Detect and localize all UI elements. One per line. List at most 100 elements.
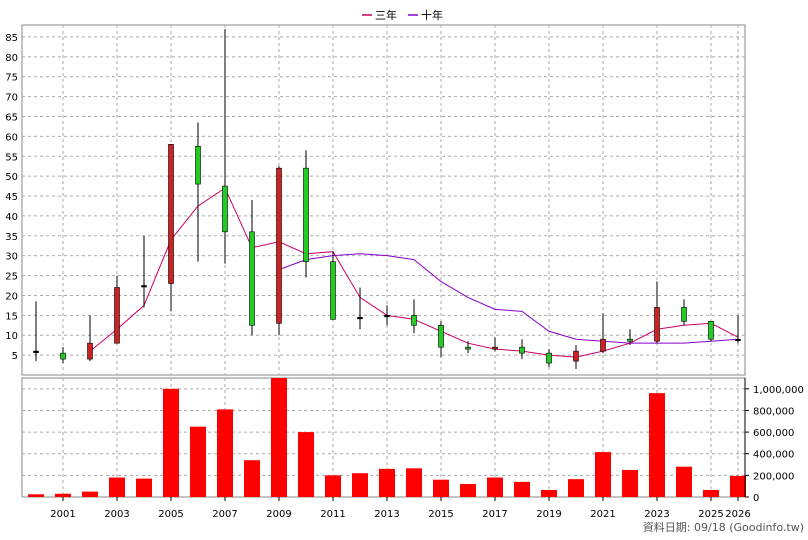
price-y-tick-label: 40	[5, 212, 18, 223]
price-y-tick-label: 85	[5, 33, 18, 44]
volume-bar-2023	[649, 393, 665, 497]
x-tick-label: 2007	[212, 509, 237, 520]
volume-bar-2008	[244, 460, 260, 497]
price-y-tick-label: 15	[5, 311, 18, 322]
candle-2002	[87, 315, 93, 362]
ten-year-line	[278, 253, 739, 344]
candle-2008	[249, 200, 255, 336]
candle-body	[303, 167, 309, 262]
x-tick-label: 2023	[644, 509, 669, 520]
candle-body	[60, 352, 66, 360]
candle-body	[681, 307, 687, 322]
candle-2010	[303, 150, 309, 278]
price-y-tick-label: 70	[5, 93, 18, 104]
price-y-tick-label: 5	[12, 351, 18, 362]
price-y-tick-label: 75	[5, 73, 18, 84]
price-plot-area	[21, 24, 746, 376]
x-tick-label: 2015	[428, 509, 453, 520]
x-tick-label: 2013	[374, 509, 399, 520]
legend-label-ten-year: 十年	[421, 8, 443, 22]
volume-bar-2004	[136, 478, 152, 497]
volume-bar-2003	[109, 477, 125, 497]
volume-bar-2020	[568, 479, 584, 497]
legend-label-three-year: 三年	[375, 8, 397, 22]
candle-2015	[438, 321, 444, 358]
x-tick-label: 2021	[590, 509, 615, 520]
candle-body	[330, 261, 336, 320]
volume-y-tick-label: 200,000	[753, 471, 794, 482]
candle-2000	[33, 301, 39, 362]
x-tick-label: 2025	[698, 509, 723, 520]
volume-bar-2025	[703, 489, 719, 497]
candle-body	[735, 338, 741, 342]
candle-2025	[708, 321, 714, 342]
volume-panel: 0 200,000 400,000 600,000 800,000 1,000,000	[21, 377, 804, 504]
candle-2022	[627, 329, 633, 346]
candle-body	[249, 231, 255, 326]
candle-body	[87, 342, 93, 360]
candle-body	[141, 285, 147, 288]
price-y-tick-label: 45	[5, 192, 18, 203]
candle-2014	[411, 299, 417, 334]
volume-y-tick-label: 600,000	[753, 428, 794, 439]
candle-2009	[276, 166, 282, 336]
price-y-tick-label: 80	[5, 53, 18, 64]
candle-body	[168, 144, 174, 284]
price-y-tick-label: 20	[5, 291, 18, 302]
candle-2016	[465, 341, 471, 354]
volume-bar-2014	[406, 468, 422, 497]
candle-body	[519, 346, 525, 354]
candle-body	[195, 146, 201, 185]
volume-bar-2026	[730, 475, 746, 497]
volume-bar-2012	[352, 473, 368, 497]
candle-2001	[60, 347, 66, 364]
candle-2007	[222, 28, 228, 264]
candle-2003	[114, 275, 120, 344]
price-y-tick-label: 30	[5, 252, 18, 263]
candle-body	[465, 346, 471, 350]
price-y-tick-label: 55	[5, 152, 18, 163]
price-y-tick-label: 50	[5, 172, 18, 183]
candle-2023	[654, 281, 660, 344]
candle-2005	[168, 144, 174, 312]
candle-2012	[357, 287, 363, 330]
candle-body	[600, 338, 606, 352]
candle-body	[708, 321, 714, 340]
candle-2017	[492, 337, 498, 352]
candle-2018	[519, 339, 525, 360]
candle-body	[33, 350, 39, 353]
x-tick-label: 2005	[158, 509, 183, 520]
volume-bar-2015	[433, 479, 449, 497]
volume-y-tick-label: 0	[753, 493, 759, 504]
price-y-tick-label: 10	[5, 331, 18, 342]
price-y-tick-label: 35	[5, 232, 18, 243]
data-date-footer: 資料日期: 09/18 (Goodinfo.tw)	[643, 520, 804, 534]
candle-2021	[600, 313, 606, 354]
volume-bar-2018	[514, 481, 530, 497]
x-tick-label: 2001	[50, 509, 75, 520]
candle-2020	[573, 345, 579, 370]
volume-bar-2011	[325, 475, 341, 497]
volume-bar-2019	[541, 489, 557, 497]
volume-y-tick-label: 1,000,000	[753, 385, 804, 396]
candle-body	[276, 167, 282, 324]
candle-2026	[735, 315, 741, 344]
candle-2024	[681, 299, 687, 326]
candle-body	[627, 338, 633, 342]
volume-bar-2022	[622, 469, 638, 497]
volume-bar-2007	[217, 409, 233, 497]
price-y-tick-label: 65	[5, 112, 18, 123]
volume-bar-2001	[55, 493, 71, 497]
candle-body	[411, 315, 417, 326]
candle-2004	[141, 235, 147, 308]
volume-bar-2009	[271, 378, 287, 497]
volume-bar-2024	[676, 466, 692, 497]
candle-body	[492, 346, 498, 350]
price-y-tick-label: 60	[5, 132, 18, 143]
chart-legend: 三年 十年	[362, 8, 443, 22]
candle-body	[654, 307, 660, 342]
candle-body	[384, 315, 390, 318]
volume-y-tick-label: 800,000	[753, 406, 794, 417]
x-tick-label: 2009	[266, 509, 291, 520]
